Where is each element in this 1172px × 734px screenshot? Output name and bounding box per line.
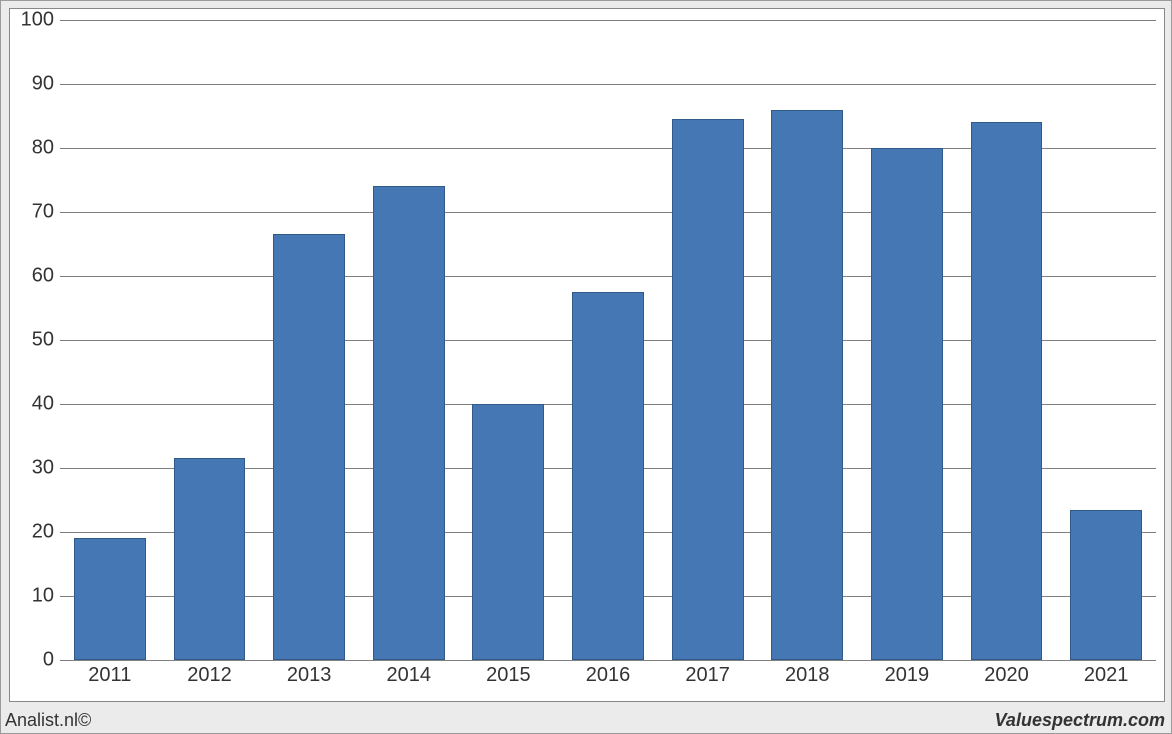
x-tick-label: 2016 [586,660,631,687]
footer-right-text: Valuespectrum.com [995,710,1165,731]
bar [74,538,146,660]
footer-left-text: Analist.nl© [5,710,91,731]
bar [971,122,1043,660]
bar [1070,510,1142,660]
chart-container: 0 10 20 30 40 50 60 70 80 90 100 2011 2012 2013 2014 20… [0,0,1172,734]
x-tick-label: 2013 [287,660,332,687]
bar [771,110,843,660]
bar [174,458,246,660]
y-tick-label: 90 [32,73,60,96]
bar [871,148,943,660]
x-tick-label: 2021 [1084,660,1129,687]
y-tick-label: 40 [32,393,60,416]
x-tick-label: 2020 [984,660,1029,687]
x-tick-label: 2018 [785,660,830,687]
bar [572,292,644,660]
y-tick-label: 20 [32,521,60,544]
gridline [60,84,1156,85]
y-tick-label: 80 [32,137,60,160]
y-tick-label: 100 [21,9,60,32]
gridline [60,20,1156,21]
x-tick-label: 2012 [187,660,232,687]
y-tick-label: 10 [32,585,60,608]
x-tick-label: 2014 [386,660,431,687]
bar [373,186,445,660]
plot-area: 0102030405060708090100201120122013201420… [60,20,1156,660]
y-tick-label: 60 [32,265,60,288]
x-tick-label: 2017 [685,660,730,687]
y-tick-label: 70 [32,201,60,224]
x-tick-label: 2019 [885,660,930,687]
bar [672,119,744,660]
bar [273,234,345,660]
y-tick-label: 0 [43,649,60,672]
x-tick-label: 2011 [88,660,131,687]
y-tick-label: 50 [32,329,60,352]
y-tick-label: 30 [32,457,60,480]
bar [472,404,544,660]
x-tick-label: 2015 [486,660,531,687]
chart-frame: 0 10 20 30 40 50 60 70 80 90 100 2011 2012 2013 2014 20… [9,8,1165,702]
